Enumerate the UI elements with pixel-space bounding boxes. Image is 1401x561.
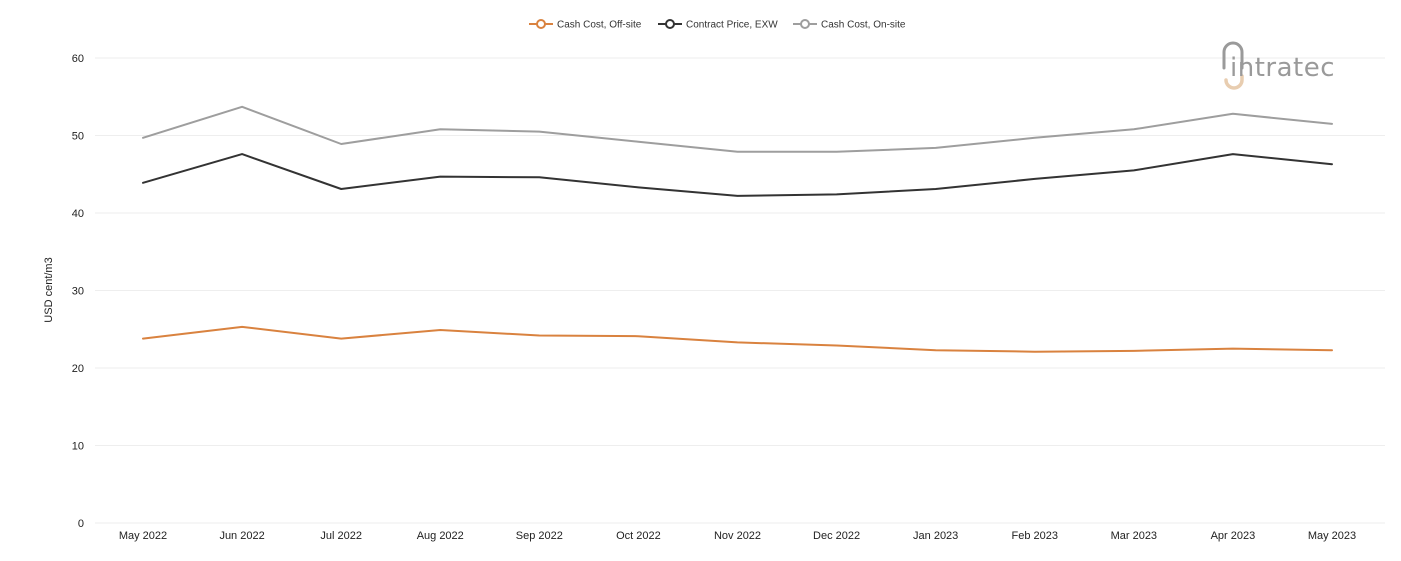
x-tick-label: Jun 2022: [219, 530, 264, 542]
x-tick-label: Feb 2023: [1012, 530, 1058, 542]
logo-hook-icon: [1224, 74, 1244, 90]
intratec-logo: intratec: [1222, 41, 1335, 90]
x-tick-label: Mar 2023: [1111, 530, 1157, 542]
legend-marker-icon: [665, 19, 675, 29]
x-tick-label: Oct 2022: [616, 530, 661, 542]
legend-label: Cash Cost, On-site: [821, 20, 906, 31]
y-tick-label: 60: [72, 53, 84, 65]
x-tick-label: Apr 2023: [1211, 530, 1256, 542]
legend-item[interactable]: Contract Price, EXW: [658, 19, 778, 31]
series-line-3: [142, 105, 1333, 153]
logo-text: intratec: [1230, 53, 1335, 83]
y-tick-label: 20: [72, 363, 84, 375]
legend-label: Cash Cost, Off-site: [557, 20, 642, 31]
legend: Cash Cost, Off-site Contract Price, EXW Ca…: [529, 19, 906, 31]
series-lines: [142, 105, 1333, 353]
y-tick-label: 30: [72, 286, 84, 298]
y-axis-title: USD cent/m3: [43, 257, 55, 322]
x-axis-ticks: May 2022 Jun 2022 Jul 2022 Aug 2022 Sep 2022…: [119, 530, 1356, 542]
y-tick-label: 0: [78, 518, 84, 530]
legend-marker-icon: [536, 19, 546, 29]
legend-marker-icon: [800, 19, 810, 29]
x-tick-label: Nov 2022: [714, 530, 761, 542]
y-tick-label: 40: [72, 208, 84, 220]
x-tick-label: Sep 2022: [516, 530, 563, 542]
y-tick-label: 50: [72, 131, 84, 143]
legend-item[interactable]: Cash Cost, On-site: [793, 19, 906, 31]
logo-arc-icon: [1222, 41, 1244, 70]
series-line-2: [142, 153, 1333, 197]
legend-label: Contract Price, EXW: [686, 20, 778, 31]
series-line-1: [142, 325, 1333, 353]
gridlines: [95, 57, 1385, 524]
x-tick-label: May 2022: [119, 530, 167, 542]
x-tick-label: Aug 2022: [417, 530, 464, 542]
legend-item[interactable]: Cash Cost, Off-site: [529, 19, 642, 31]
x-tick-label: May 2023: [1308, 530, 1356, 542]
x-tick-label: Dec 2022: [813, 530, 860, 542]
x-tick-label: Jan 2023: [913, 530, 958, 542]
y-tick-label: 10: [72, 441, 84, 453]
x-tick-label: Jul 2022: [320, 530, 362, 542]
y-axis-ticks: 0 10 20 30 40 50 60: [72, 53, 84, 530]
